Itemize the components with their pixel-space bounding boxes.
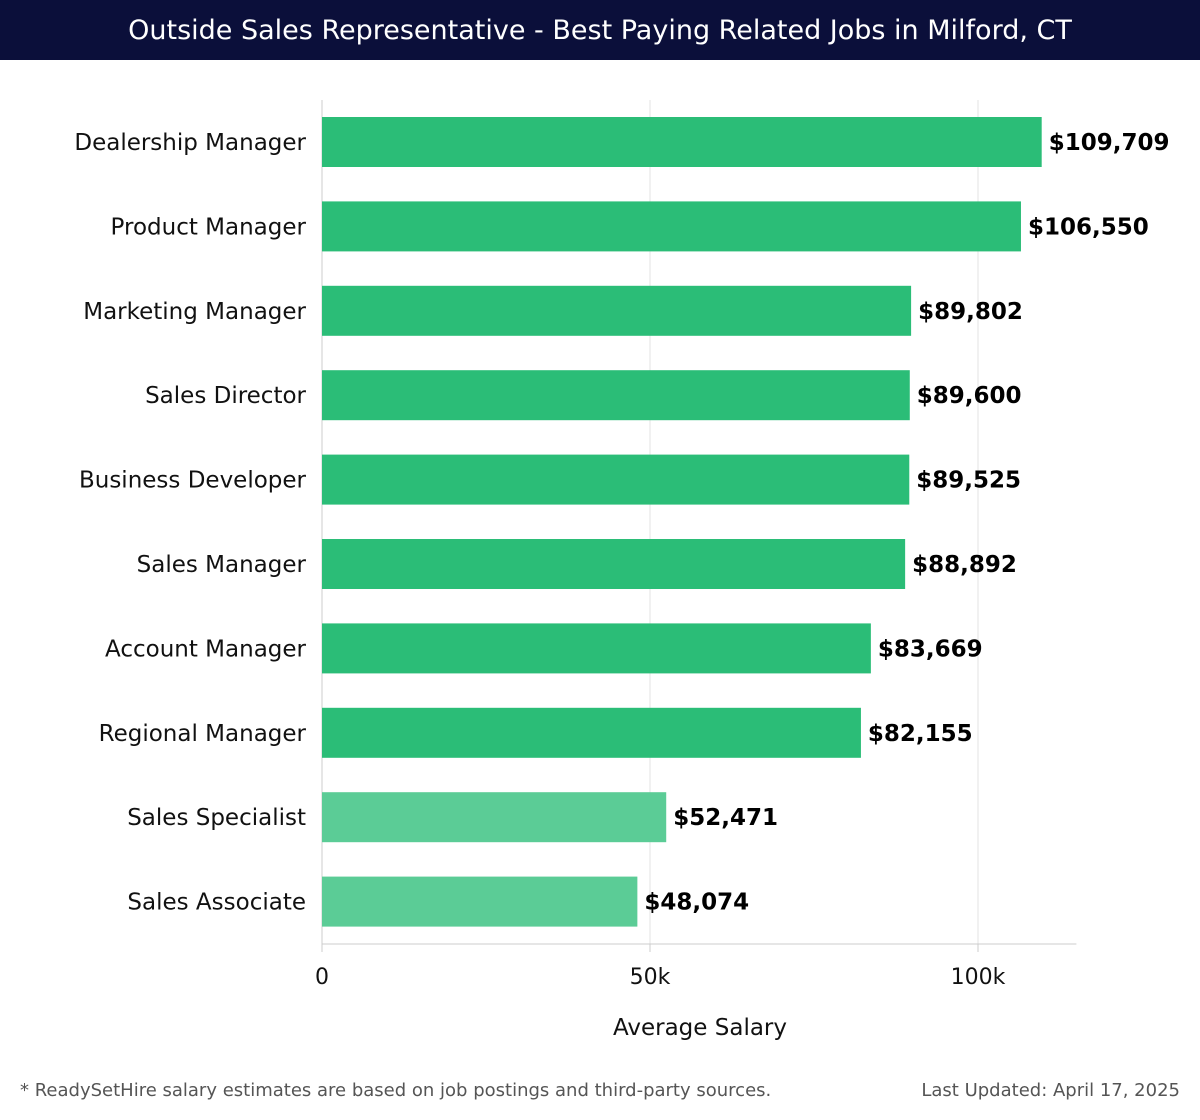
x-axis-title: Average Salary [613, 1015, 787, 1041]
value-label: $88,892 [912, 552, 1017, 578]
salary-bar-chart: Dealership Manager Product Manager Marketi… [74, 100, 1169, 1041]
value-label: $82,155 [868, 721, 973, 747]
value-label: $106,550 [1028, 214, 1149, 240]
bar-sales-associate [322, 876, 638, 927]
footer-note: * ReadySetHire salary estimates are base… [20, 1080, 772, 1101]
category-label: Regional Manager [99, 721, 307, 747]
category-label: Marketing Manager [83, 299, 306, 325]
bar-business-developer [322, 454, 910, 505]
x-axis: 0 50k 100k [315, 943, 1077, 990]
category-label: Business Developer [79, 468, 307, 494]
bar-regional-manager [322, 707, 861, 758]
x-tick-label: 100k [951, 965, 1006, 990]
bar-sales-director [322, 370, 910, 421]
bar-sales-manager [322, 539, 906, 589]
chart-title: Outside Sales Representative - Best Payi… [0, 0, 1200, 60]
x-tick-label: 50k [630, 965, 671, 990]
bar-account-manager [322, 623, 871, 674]
value-label: $89,802 [918, 299, 1023, 325]
category-label: Sales Specialist [127, 805, 306, 831]
value-label: $109,709 [1049, 130, 1170, 156]
category-label: Dealership Manager [74, 130, 306, 156]
category-label: Sales Director [145, 383, 306, 409]
value-labels: $109,709 $106,550 $89,802 $89,600 $89,525 $88… [644, 130, 1169, 916]
x-tick-label: 0 [315, 965, 329, 990]
value-label: $89,600 [917, 383, 1022, 409]
footer-updated: Last Updated: April 17, 2025 [921, 1080, 1180, 1101]
category-label: Sales Associate [127, 890, 306, 916]
value-label: $89,525 [916, 468, 1021, 494]
bars [322, 117, 1042, 927]
category-label: Account Manager [105, 636, 307, 662]
value-label: $48,074 [644, 890, 749, 916]
category-labels: Dealership Manager Product Manager Marketi… [74, 130, 306, 916]
value-label: $83,669 [878, 636, 983, 662]
bar-marketing-manager [322, 285, 912, 336]
category-label: Sales Manager [137, 552, 307, 578]
bar-dealership-manager [322, 117, 1042, 167]
category-label: Product Manager [111, 214, 307, 240]
value-label: $52,471 [673, 805, 778, 831]
bar-product-manager [322, 201, 1021, 252]
bar-sales-specialist [322, 792, 667, 843]
